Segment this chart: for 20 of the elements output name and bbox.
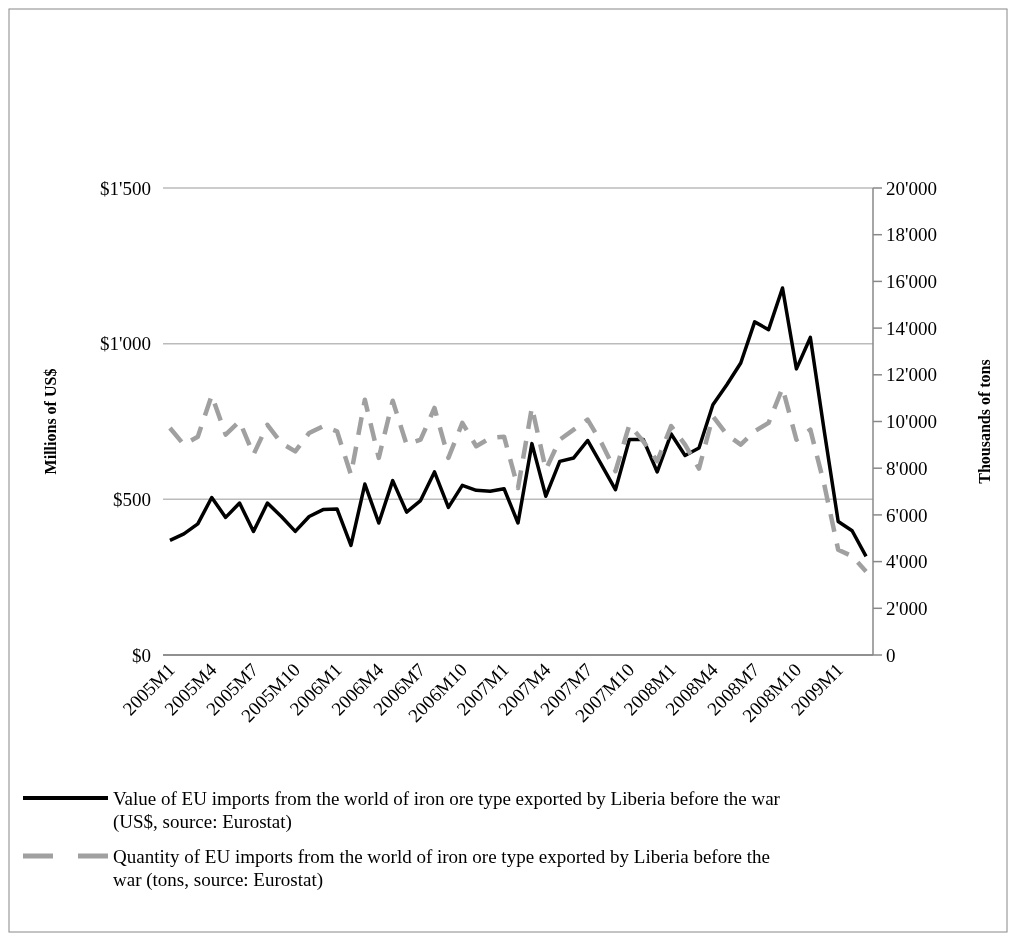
line-series: [168, 286, 868, 559]
y2-tick-label: 0: [886, 644, 896, 666]
y-tick-label: $0: [132, 644, 151, 666]
y2-tick-label: 8'000: [886, 457, 928, 479]
y2-tick-label: 12'000: [886, 364, 937, 386]
y2-tick-label: 14'000: [886, 317, 937, 339]
y2-tick-label: 20'000: [886, 177, 937, 199]
y2-tick-label: 4'000: [886, 551, 928, 573]
y2-tick-label: 16'000: [886, 271, 937, 293]
y2-tick-label: 6'000: [886, 504, 928, 526]
y-tick-label: $1'500: [100, 177, 151, 199]
y2-axis-title: Thousands of tons: [976, 359, 993, 484]
legend-label: Quantity of EU imports from the world of iron ore type exported by Liberia before the war (tons, source: Eurostat): [113, 845, 770, 891]
y2-tick-label: 10'000: [886, 411, 937, 433]
legend-label: Value of EU imports from the world of iron ore type exported by Liberia before the war (US$, source: Eurostat): [113, 787, 781, 833]
y2-tick-label: 2'000: [886, 597, 928, 619]
y-tick-label: $1'000: [100, 333, 151, 355]
y-tick-label: $500: [113, 488, 151, 510]
y-axis-title: Millions of US$: [42, 368, 59, 475]
y2-tick-label: 18'000: [886, 224, 937, 246]
